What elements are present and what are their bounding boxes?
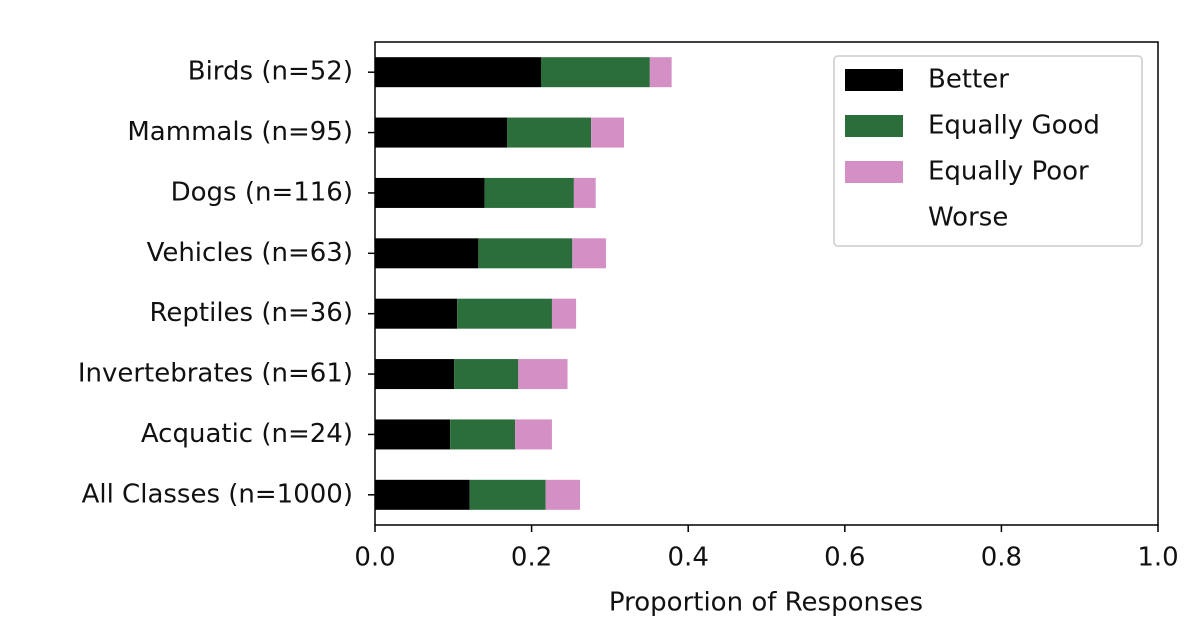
legend-swatch bbox=[845, 207, 903, 229]
plot-frame bbox=[374, 41, 1159, 526]
x-tick-label: 0.2 bbox=[511, 543, 552, 573]
legend-label: Equally Good bbox=[928, 111, 1100, 141]
x-tick-label: 0.4 bbox=[668, 543, 709, 573]
legend-swatch bbox=[845, 115, 903, 137]
legend-label: Worse bbox=[928, 203, 1008, 233]
bar-segment bbox=[375, 479, 470, 510]
bar-segment bbox=[469, 479, 546, 510]
y-tick-label: All Classes (n=1000) bbox=[82, 479, 353, 509]
y-tick-label: Birds (n=52) bbox=[188, 57, 353, 87]
x-tick-label: 0.8 bbox=[981, 543, 1022, 573]
bar-segment bbox=[375, 117, 508, 148]
y-tick-label: Invertebrates (n=61) bbox=[78, 359, 353, 389]
legend-swatch bbox=[845, 161, 903, 183]
bar-segment bbox=[545, 479, 581, 510]
y-tick-label: Mammals (n=95) bbox=[127, 117, 353, 147]
bar-segment bbox=[375, 177, 485, 208]
bar-segment bbox=[580, 479, 1158, 510]
x-tick-label: 1.0 bbox=[1137, 543, 1178, 573]
bar-segment bbox=[551, 298, 577, 329]
legend-box bbox=[833, 55, 1143, 247]
x-tick-label: 0.6 bbox=[824, 543, 865, 573]
y-tick-label: Vehicles (n=63) bbox=[147, 238, 353, 268]
bar-segment bbox=[484, 177, 574, 208]
bar-segment bbox=[457, 298, 552, 329]
legend-label: Equally Poor bbox=[928, 157, 1089, 187]
bar-segment bbox=[375, 238, 479, 269]
y-tick-label: Dogs (n=116) bbox=[171, 177, 353, 207]
bar-segment bbox=[375, 298, 458, 329]
bar-segment bbox=[551, 419, 1158, 450]
legend-swatch bbox=[845, 69, 903, 91]
y-tick-label: Reptiles (n=36) bbox=[150, 298, 353, 328]
x-axis-label: Proportion of Responses bbox=[609, 588, 923, 618]
bar-segment bbox=[576, 298, 1158, 329]
bar-segment bbox=[450, 419, 516, 450]
bar-segment bbox=[518, 359, 568, 390]
bar-segment bbox=[572, 238, 606, 269]
bar-segment bbox=[649, 57, 672, 88]
legend-label: Better bbox=[928, 65, 1009, 95]
bar-segment bbox=[454, 359, 519, 390]
bar-segment bbox=[375, 419, 451, 450]
bar-segment bbox=[591, 117, 624, 148]
x-tick-label: 0.0 bbox=[354, 543, 395, 573]
bar-segment bbox=[375, 57, 541, 88]
y-tick-label: Acquatic (n=24) bbox=[141, 419, 353, 449]
bar-segment bbox=[573, 177, 596, 208]
bar-segment bbox=[375, 359, 455, 390]
bar-segment bbox=[507, 117, 592, 148]
bar-segment bbox=[540, 57, 650, 88]
bar-segment bbox=[478, 238, 573, 269]
bar-segment bbox=[515, 419, 552, 450]
bar-segment bbox=[567, 359, 1158, 390]
